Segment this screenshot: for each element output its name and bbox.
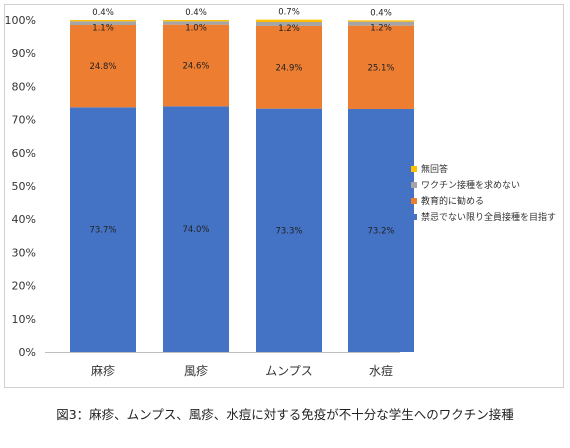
data-label: 73.2%	[367, 226, 394, 236]
data-label: 73.7%	[89, 226, 116, 236]
bar-segment	[256, 21, 322, 26]
legend-swatch	[411, 182, 417, 188]
bar-stack: 73.7% 24.8% 1.1% 0.4%	[70, 8, 136, 352]
x-category-label: 風疹	[184, 363, 208, 378]
bar-stack: 73.3% 24.9% 1.2% 0.7%	[256, 8, 322, 352]
legend-item: ワクチン接種を求めない	[411, 179, 520, 191]
x-category-label: 麻疹	[91, 363, 115, 378]
x-category-label: 水痘	[369, 363, 393, 378]
legend-label: 無回答	[421, 163, 448, 175]
y-tick-label: 80%	[12, 80, 36, 93]
y-tick-label: 40%	[12, 213, 36, 226]
data-label: 0.4%	[370, 8, 392, 18]
bar-segment	[70, 21, 136, 25]
legend-swatch	[411, 198, 417, 204]
legend-item: 教育的に勧める	[411, 195, 484, 207]
bar-segment	[70, 107, 136, 352]
y-tick-label: 10%	[12, 313, 36, 326]
x-axis-labels: 麻疹 風疹 ムンプス 水痘	[91, 363, 393, 378]
bar-segment	[348, 20, 414, 22]
figure-caption: 図3：麻疹、ムンプス、風疹、水痘に対する免疫が不十分な学生へのワクチン接種	[56, 407, 514, 422]
data-label: 1.1%	[92, 23, 114, 33]
bar-segment	[163, 24, 229, 107]
bar-segment	[70, 20, 136, 22]
bar-segment	[163, 21, 229, 25]
legend-label: 教育的に勧める	[421, 195, 484, 207]
data-label: 0.4%	[92, 8, 114, 18]
data-label: 0.7%	[278, 8, 300, 18]
legend-swatch	[411, 166, 417, 172]
legend-item: 禁忌でない限り全員接種を目指す	[411, 211, 556, 223]
bar-segment	[70, 24, 136, 108]
bar-stack: 74.0% 24.6% 1.0% 0.4%	[163, 8, 229, 352]
y-tick-label: 20%	[12, 280, 36, 293]
legend-label: ワクチン接種を求めない	[421, 179, 520, 191]
bar-segment	[256, 25, 322, 109]
y-tick-label: 70%	[12, 114, 36, 127]
data-label: 24.6%	[182, 61, 209, 71]
y-axis: 0% 10% 20% 30% 40% 50% 60% 70% 80% 90% 100%	[5, 14, 400, 359]
data-label: 1.2%	[278, 24, 300, 34]
data-label: 1.0%	[185, 23, 207, 33]
bar-segment	[163, 106, 229, 352]
y-tick-label: 50%	[12, 180, 36, 193]
bar-segment	[163, 20, 229, 22]
y-tick-label: 90%	[12, 47, 36, 60]
data-label: 0.4%	[185, 8, 207, 18]
data-label: 25.1%	[367, 63, 394, 73]
bar-segment	[348, 21, 414, 26]
bar-stacks: 73.7% 24.8% 1.1% 0.4% 74.0% 24.6% 1.0% 0.4% 73.3…	[70, 8, 414, 352]
bar-segment	[348, 108, 414, 352]
x-category-label: ムンプス	[265, 364, 313, 378]
legend-item: 無回答	[411, 163, 448, 175]
legend-label: 禁忌でない限り全員接種を目指す	[421, 211, 556, 223]
data-label: 24.8%	[89, 62, 116, 72]
y-tick-label: 0%	[19, 346, 36, 359]
bar-segment	[256, 19, 322, 22]
data-label: 1.2%	[370, 24, 392, 34]
y-tick-label: 100%	[5, 14, 36, 27]
data-label: 73.3%	[275, 226, 302, 236]
bar-segment	[348, 25, 414, 109]
y-tick-label: 30%	[12, 246, 36, 259]
bar-stack: 73.2% 25.1% 1.2% 0.4%	[348, 8, 414, 352]
y-tick-label: 60%	[12, 147, 36, 160]
data-label: 24.9%	[275, 63, 302, 73]
legend-swatch	[411, 214, 417, 220]
bar-segment	[256, 108, 322, 352]
data-label: 74.0%	[182, 225, 209, 235]
